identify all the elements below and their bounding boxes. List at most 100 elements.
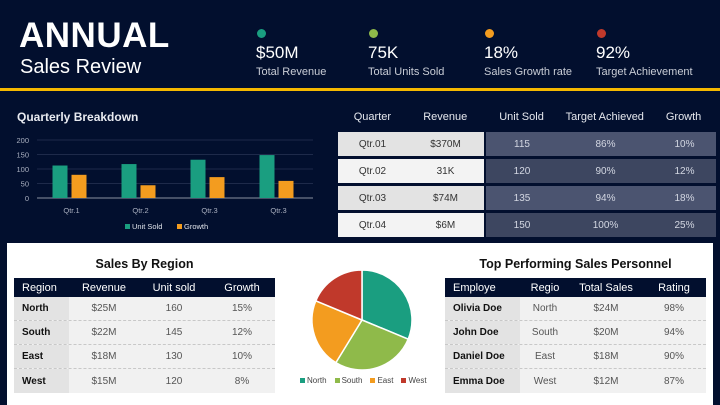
x-tick-label: Qtr.3 — [201, 206, 217, 215]
cell: $15M — [91, 375, 117, 387]
header-cell: Rating — [658, 281, 690, 294]
cell: $74M — [432, 192, 458, 204]
pie-slice-north — [361, 269, 413, 341]
pie-slice-west — [314, 269, 363, 322]
bar-unit-sold — [52, 165, 68, 198]
header-cell: Regio — [530, 281, 560, 294]
header-cell: Growth — [224, 281, 260, 294]
cell: $18M — [91, 351, 117, 362]
cell: 145 — [165, 327, 183, 338]
cell: 120 — [165, 375, 183, 387]
pie-slice-south — [334, 319, 410, 371]
cell: North — [532, 303, 558, 314]
cell: $25M — [91, 303, 117, 314]
header-cell: Revenue — [81, 281, 127, 294]
table-header: Quarter Revenue Unit Sold Target Achieve… — [338, 105, 715, 129]
legend-item: South — [334, 376, 362, 385]
bar-unit-sold — [121, 164, 137, 198]
bar-growth — [209, 177, 225, 198]
cell: West — [533, 375, 557, 387]
cell: $6M — [435, 219, 456, 231]
y-tick-label: 50 — [21, 180, 29, 189]
kpi-value: 18% — [484, 43, 519, 62]
cell: 15% — [231, 303, 252, 314]
dashboard-subtitle: Sales Review — [20, 56, 142, 78]
table-row: Qtr.01 $370M 115 86% 10% — [338, 132, 716, 156]
region-title: Sales By Region — [95, 257, 194, 271]
cell: Daniel Doe — [445, 345, 520, 368]
region-pie-chart — [311, 269, 413, 371]
cell: South — [531, 327, 559, 338]
region-table: Region Revenue Unit sold Growth North $25M 160… — [14, 278, 275, 393]
cell: $22M — [91, 327, 117, 338]
cell: 90% — [595, 165, 616, 177]
cell: 150 — [513, 219, 531, 231]
table-header: Employe Regio Total Sales Rating — [445, 278, 706, 297]
cell: 98% — [663, 303, 684, 314]
kpi-total-revenue: $50M Total Revenue — [256, 29, 326, 78]
cell: 100% — [592, 219, 619, 231]
legend-label: West — [408, 376, 427, 385]
status-dot-icon — [257, 29, 266, 38]
table-row: East $18M 130 10% — [14, 345, 275, 369]
quarterly-bar-chart: 0 50 100 150 200 Qtr.1 Qtr.2 Qtr.3 Qtr.3 Unit Sol… — [16, 136, 313, 231]
kpi-growth-rate: 18% Sales Growth rate — [484, 29, 572, 78]
status-dot-icon — [369, 29, 378, 38]
y-tick-label: 200 — [16, 136, 29, 145]
header-cell: Target Achieved — [565, 111, 644, 123]
kpi-label: Target Achievement — [596, 66, 693, 78]
cell: Olivia Doe — [445, 297, 520, 320]
status-dot-icon — [597, 29, 606, 38]
cell: $20M — [593, 327, 619, 338]
cell: Qtr.03 — [358, 192, 387, 204]
personnel-table: Employe Regio Total Sales Rating Olivia Doe N… — [445, 278, 706, 393]
legend-swatch — [334, 378, 340, 383]
bar-unit-sold — [259, 155, 275, 198]
cell: $18M — [593, 351, 619, 362]
cell: 115 — [514, 138, 530, 150]
header-cell: Unit sold — [152, 281, 196, 294]
x-tick-label: Qtr.3 — [270, 206, 286, 215]
header-divider — [0, 88, 720, 91]
kpi-total-units: 75K Total Units Sold — [368, 29, 444, 78]
legend-label: Growth — [184, 222, 208, 231]
cell: 120 — [513, 165, 531, 177]
bar-growth — [71, 174, 87, 198]
header-cell: Total Sales — [579, 281, 633, 294]
header-cell: Unit Sold — [499, 111, 544, 123]
cell: $370M — [430, 138, 461, 150]
cell: 130 — [165, 351, 183, 362]
personnel-title: Top Performing Sales Personnel — [479, 257, 672, 271]
cell: 90% — [663, 351, 684, 362]
x-tick-label: Qtr.2 — [132, 206, 148, 215]
chart-title: Quarterly Breakdown — [17, 110, 139, 124]
cell: South — [14, 321, 69, 344]
cell: 160 — [165, 303, 183, 314]
table-row: John Doe South $20M 94% — [445, 321, 706, 345]
cell: Qtr.01 — [358, 138, 387, 150]
header-cell: Revenue — [423, 111, 468, 123]
cell: West — [14, 369, 69, 393]
cell: 86% — [595, 138, 616, 150]
header-cell: Growth — [665, 111, 702, 123]
table-row: Qtr.03 $74M 135 94% 18% — [338, 186, 716, 210]
legend-label: East — [377, 376, 394, 385]
y-tick-label: 0 — [25, 194, 29, 203]
cell: 135 — [513, 192, 531, 204]
bar-growth — [140, 185, 156, 198]
cell: East — [14, 345, 69, 368]
cell: 10% — [674, 138, 695, 150]
table-row: Qtr.04 $6M 150 100% 25% — [338, 213, 716, 237]
bar-growth — [278, 180, 294, 198]
kpi-label: Total Units Sold — [368, 66, 445, 78]
table-row: Daniel Doe East $18M 90% — [445, 345, 706, 369]
legend-swatch — [177, 224, 182, 229]
kpi-label: Total Revenue — [256, 66, 327, 78]
dashboard-title: ANNUAL — [19, 16, 170, 55]
legend-swatch — [370, 378, 376, 383]
kpi-target-achievement: 92% Target Achievement — [596, 29, 693, 78]
legend-swatch — [401, 378, 407, 383]
cell: 31K — [436, 165, 455, 177]
cell: 94% — [595, 192, 616, 204]
cell: 87% — [663, 375, 684, 387]
